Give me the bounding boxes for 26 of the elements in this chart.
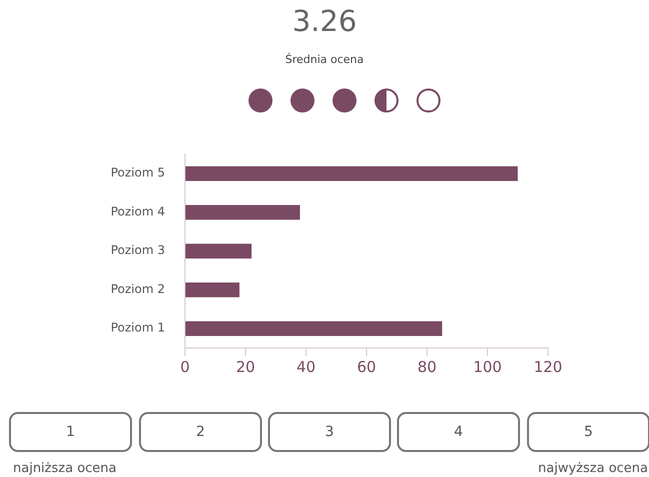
y-tick-label: Poziom 2 — [110, 282, 165, 296]
y-tick-label: Poziom 1 — [110, 320, 165, 335]
x-tick-label: 20 — [236, 358, 256, 376]
bar — [186, 204, 300, 220]
text: 5 — [527, 412, 649, 452]
y-tick-label: Poziom 4 — [110, 204, 165, 218]
y-tick-label: Poziom 3 — [110, 243, 165, 258]
bar — [186, 166, 518, 181]
x-tick-label: 40 — [296, 358, 316, 376]
chart-title: 3.26 — [291, 4, 358, 38]
text: 4 — [397, 412, 520, 452]
bar — [186, 282, 240, 298]
text: 2 — [139, 412, 262, 452]
text: najniższa ocena — [13, 461, 116, 476]
x-tick-label: 80 — [417, 358, 437, 376]
bar — [186, 321, 442, 336]
chart-subtitle: Średnia ocena — [284, 53, 365, 66]
x-tick-label: 120 — [534, 358, 562, 376]
x-tick-label: 100 — [473, 358, 502, 376]
bar — [186, 244, 252, 258]
text: najwyższa ocena — [538, 461, 648, 476]
x-tick-label: 0 — [180, 358, 190, 376]
text: 1 — [9, 412, 132, 452]
text: 3 — [268, 412, 391, 452]
x-tick-label: 60 — [356, 358, 376, 376]
y-tick-label: Poziom 5 — [110, 166, 165, 180]
